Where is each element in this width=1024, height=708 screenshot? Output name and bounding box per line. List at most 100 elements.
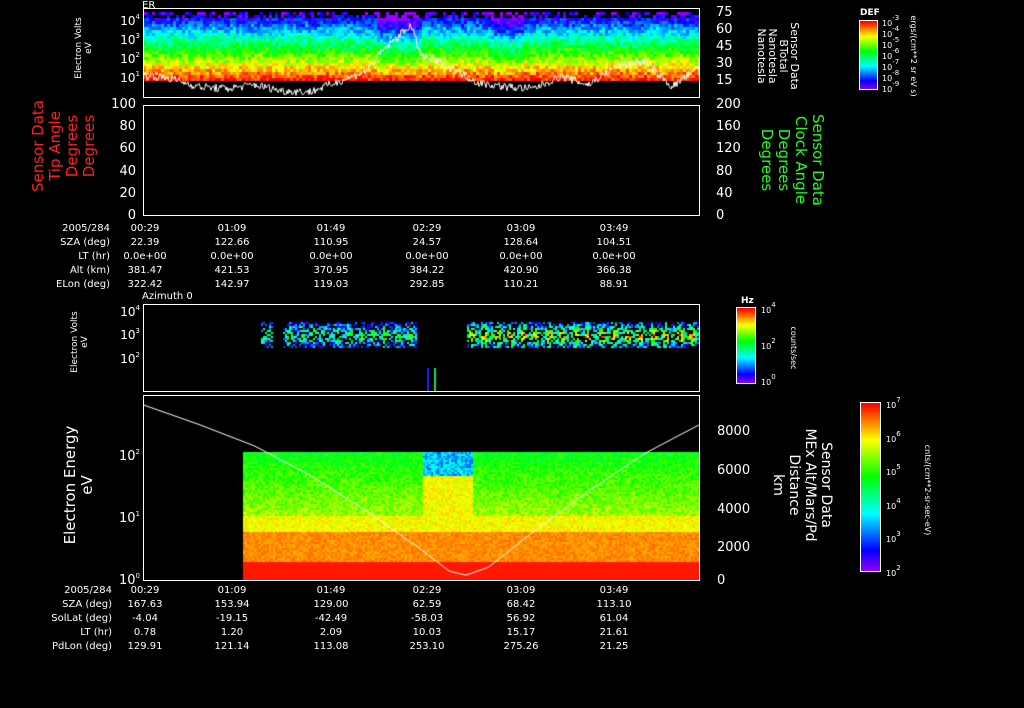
y-axis-label: Electron Volts eV <box>70 311 90 373</box>
ephemeris-top-value: 0.0e+00 <box>405 251 449 262</box>
er-panel-frame <box>143 8 700 98</box>
ephemeris-top-value: 01:49 <box>316 223 346 234</box>
ephemeris-top-value: 0.0e+00 <box>499 251 543 262</box>
panel-title: ER <box>142 0 156 11</box>
def-colorbar <box>859 20 878 90</box>
colorbar-tick: 104 <box>761 301 776 316</box>
ephemeris-bottom-value: 2.09 <box>319 627 343 638</box>
y-tick-label: 101 <box>120 70 140 85</box>
right-y-tick-label: 60 <box>716 22 733 37</box>
right-y-tick-label: 0 <box>717 573 726 588</box>
ephemeris-bottom-value: 167.63 <box>127 599 163 610</box>
ephemeris-top-value: 421.53 <box>214 265 250 276</box>
y-tick-label: 103 <box>120 327 140 342</box>
ephemeris-top-value: 142.97 <box>214 279 250 290</box>
ephemeris-bottom-label: 2005/284 <box>64 585 112 596</box>
ephemeris-bottom-value: 113.10 <box>596 599 632 610</box>
colorbar-unit: ergs/(cm**2 sr eV s) <box>909 15 918 97</box>
ephemeris-bottom-value: 00:29 <box>130 585 160 596</box>
ephemeris-top-value: 420.90 <box>503 265 539 276</box>
ephemeris-bottom-value: 275.26 <box>503 641 539 652</box>
angles-panel-frame <box>143 105 700 216</box>
ephemeris-top-value: 0.0e+00 <box>592 251 636 262</box>
right-axis-label: Sensor Data BTotal Nanotesla Nanotesla <box>755 22 801 90</box>
ephemeris-bottom-value: 15.17 <box>506 627 536 638</box>
electron-energy-panel-frame-ticks <box>131 395 712 581</box>
right-y-tick-label: 15 <box>716 73 733 88</box>
colorbar-tick: 106 <box>886 429 901 444</box>
colorbar-tick: 10-7 <box>882 58 900 73</box>
ephemeris-bottom-value: 56.92 <box>506 613 536 624</box>
ephemeris-top-value: 122.66 <box>214 237 250 248</box>
ephemeris-top-value: 381.47 <box>127 265 163 276</box>
ephemeris-top-value: 292.85 <box>409 279 445 290</box>
ephemeris-bottom-value: 121.14 <box>214 641 250 652</box>
ephemeris-top-value: 03:49 <box>599 223 629 234</box>
ephemeris-top-value: 322.42 <box>127 279 163 290</box>
ephemeris-bottom-value: -4.04 <box>132 613 158 624</box>
electron-energy-panel-frame <box>143 395 700 581</box>
colorbar-tick: 107 <box>886 396 901 411</box>
y-tick-label: 103 <box>120 32 140 47</box>
right-y-tick-label: 200 <box>716 97 741 112</box>
right-y-tick-label: 6000 <box>717 463 751 478</box>
left-axis-label: Sensor Data Tip Angle Degrees Degrees <box>29 100 98 192</box>
azimuth-panel-frame-ticks <box>131 304 712 392</box>
right-y-tick-label: 4000 <box>717 502 751 517</box>
right-axis-label: Sensor Data MEx Alt/Mars/Pd Distance km <box>770 428 834 542</box>
azimuth-spectrogram <box>143 304 700 392</box>
ephemeris-bottom-value: 02:29 <box>412 585 442 596</box>
ephemeris-bottom-value: -19.15 <box>215 613 249 624</box>
ephemeris-top-label: SZA (deg) <box>60 237 110 248</box>
ephemeris-bottom-value: 153.94 <box>214 599 250 610</box>
y-tick-label: 104 <box>120 304 140 319</box>
colorbar-title: Hz <box>741 296 754 306</box>
right-y-tick-label: 160 <box>716 119 741 134</box>
right-y-tick-label: 8000 <box>717 424 751 439</box>
y-tick-label: 102 <box>120 351 140 366</box>
y-tick-label: 104 <box>120 13 140 28</box>
ephemeris-top-value: 104.51 <box>596 237 632 248</box>
hz-colorbar <box>736 307 756 384</box>
ephemeris-top-value: 370.95 <box>313 265 349 276</box>
ephemeris-bottom-value: 68.42 <box>506 599 536 610</box>
ephemeris-top-value: 110.21 <box>503 279 539 290</box>
ephemeris-top-value: 01:09 <box>217 223 247 234</box>
right-y-tick-label: 40 <box>716 186 733 201</box>
ephemeris-top-value: 88.91 <box>599 279 629 290</box>
y-axis-label: Electron Energy eV <box>61 425 96 545</box>
y-tick-label: 102 <box>120 51 140 66</box>
ephemeris-bottom-value: 10.03 <box>412 627 442 638</box>
colorbar-tick: 105 <box>886 463 901 478</box>
colorbar-tick: 102 <box>761 337 776 352</box>
right-y-tick-label: 120 <box>716 141 741 156</box>
ephemeris-bottom-label: LT (hr) <box>80 627 112 638</box>
ephemeris-bottom-value: 21.61 <box>599 627 629 638</box>
ephemeris-top-value: 00:29 <box>130 223 160 234</box>
er-panel-frame-ticks <box>131 8 712 98</box>
ephemeris-bottom-value: -58.03 <box>410 613 444 624</box>
right-y-tick-label: 45 <box>716 39 733 54</box>
azimuth-panel-frame <box>143 304 700 392</box>
ephemeris-top-value: 0.0e+00 <box>123 251 167 262</box>
ephemeris-top-value: 366.38 <box>596 265 632 276</box>
ephemeris-bottom-label: PdLon (deg) <box>51 641 112 652</box>
colorbar-tick: 103 <box>886 530 901 545</box>
ephemeris-bottom-value: 03:49 <box>599 585 629 596</box>
ephemeris-top-value: 22.39 <box>130 237 160 248</box>
right-y-tick-label: 0 <box>716 208 725 223</box>
ephemeris-bottom-value: 03:09 <box>506 585 536 596</box>
ephemeris-top-value: 119.03 <box>313 279 349 290</box>
y-tick-label: 100 <box>118 572 140 588</box>
angles-panel-frame-ticks <box>131 105 712 216</box>
ephemeris-top-value: 128.64 <box>503 237 539 248</box>
ephemeris-top-label: LT (hr) <box>78 251 110 262</box>
y-axis-label: Electron Volts eV <box>74 17 94 79</box>
y-tick-label: 40 <box>119 164 136 179</box>
ephemeris-bottom-value: 61.04 <box>599 613 629 624</box>
right-y-tick-label: 75 <box>716 5 733 20</box>
panel-title: Azimuth 0 <box>142 291 193 302</box>
ephemeris-top-value: 24.57 <box>412 237 442 248</box>
right-y-tick-label: 80 <box>716 164 733 179</box>
right-y-tick-label: 2000 <box>717 540 751 555</box>
